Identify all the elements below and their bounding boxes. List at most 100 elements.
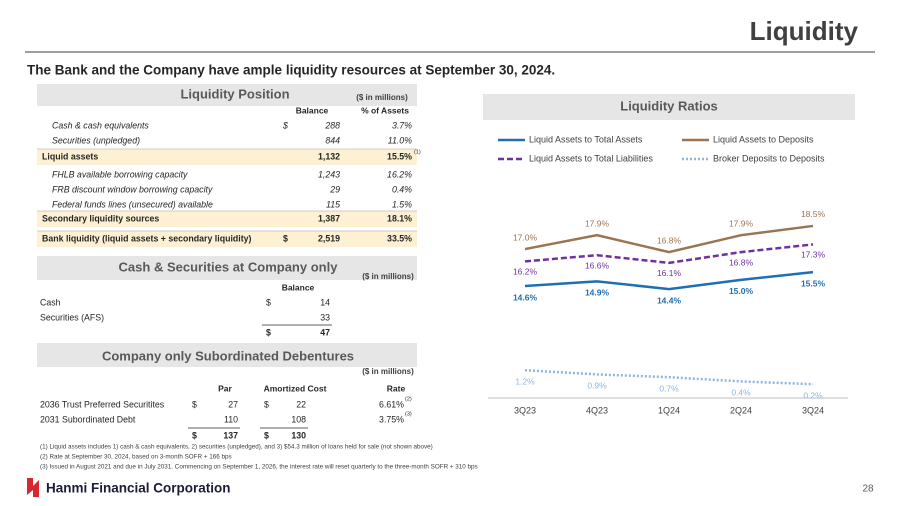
column-header: Rate [387,383,406,393]
unit-note: ($ in millions) [356,93,408,102]
data-label: 0.4% [731,388,751,398]
data-label: 16.8% [657,235,682,245]
x-tick-label: 3Q23 [514,405,536,415]
row-label: Secondary liquidity sources [42,213,159,223]
company-name: Hanmi Financial Corporation [46,481,231,496]
row-label: FHLB available borrowing capacity [52,169,188,179]
series-line [524,368,814,386]
table-title: Cash & Securities at Company only [119,259,339,274]
cell: 288 [324,120,340,130]
row-label: Securities (AFS) [40,312,104,322]
footnote-ref: (3) [405,411,412,417]
cell: 108 [291,414,306,424]
data-label: 17.0% [513,232,538,242]
column-header: Par [218,383,232,393]
cell: 14 [320,297,330,307]
header-band [37,343,417,367]
highlight-row [37,149,417,165]
legend-label: Liquid Assets to Deposits [713,134,814,144]
header-band [483,94,855,120]
data-label: 14.9% [585,288,610,298]
logo [27,478,39,497]
column-header: Amortized Cost [264,383,327,393]
data-label: 17.9% [585,218,610,228]
table-title: Company only Subordinated Debentures [102,348,354,363]
x-tick-label: 1Q24 [658,405,680,415]
x-tick-label: 3Q24 [802,405,824,415]
data-label: 17.9% [729,218,754,228]
currency: $ [264,430,269,440]
data-label: 15.5% [801,278,826,288]
cell: 18.1% [387,213,412,223]
row-label: 2031 Subordinated Debt [40,414,136,424]
legend-label: Liquid Assets to Total Assets [529,134,643,144]
data-label: 0.2% [803,390,823,400]
currency: $ [192,399,197,409]
currency: $ [283,233,288,243]
cell: 33 [320,312,330,322]
data-label: 16.8% [729,257,754,267]
cell: 6.61% [379,399,404,409]
data-label: 16.2% [513,267,538,277]
cell: 1.5% [392,199,412,209]
cell: 1,387 [318,213,340,223]
cell: 1,132 [318,151,340,161]
row-label: FRB discount window borrowing capacity [52,184,213,194]
header-band [37,256,417,280]
slide-title: Liquidity [750,16,859,46]
cell: 130 [291,430,306,440]
cell: 22 [296,399,306,409]
cell: 47 [320,327,330,337]
data-label: 14.4% [657,295,682,305]
cell: 0.4% [392,184,412,194]
highlight-row [37,231,417,247]
x-tick-label: 2Q24 [730,405,752,415]
column-header: Balance [296,105,329,115]
data-label: 16.6% [585,260,610,270]
cell: 1,243 [318,169,340,179]
legend-label: Broker Deposits to Deposits [713,153,825,163]
row-label: Bank liquidity (liquid assets + secondar… [42,233,252,243]
footnote: (3) Issued in August 2021 and due in Jul… [40,464,478,471]
footnote: (1) Liquid assets includes 1) cash & cas… [40,444,433,451]
x-tick-label: 4Q23 [586,405,608,415]
cell: 844 [325,135,340,145]
data-label: 0.7% [659,383,679,393]
cell: 3.7% [392,120,412,130]
table-title: Liquidity Position [180,86,289,101]
cell: 16.2% [387,169,412,179]
data-label: 16.1% [657,268,682,278]
row-label: Cash [40,297,61,307]
currency: $ [192,430,197,440]
page-number: 28 [862,484,874,495]
currency: $ [282,120,289,130]
currency: $ [264,399,269,409]
unit-note: ($ in millions) [362,272,414,281]
cell: 33.5% [387,233,412,243]
data-label: 14.6% [513,292,538,302]
footnote-ref: (2) [405,396,412,402]
highlight-row [37,211,417,227]
data-label: 17.3% [801,250,826,260]
data-label: 0.9% [587,381,607,391]
unit-note: ($ in millions) [362,367,414,376]
header-band [37,84,417,106]
chart-title: Liquidity Ratios [620,98,718,113]
series-line [524,243,814,265]
column-header: Balance [282,282,315,292]
cell: 3.75% [379,414,404,424]
subtitle: The Bank and the Company have ample liqu… [27,63,555,78]
row-label: Liquid assets [42,151,98,161]
currency: $ [266,327,271,337]
cell: 15.5% [387,151,412,161]
footnote-ref: (1) [414,149,421,155]
cell: 29 [329,184,340,194]
row-label: Cash & cash equivalents [52,120,149,130]
cell: 11.0% [388,135,412,145]
column-header: % of Assets [361,105,409,115]
cell: 27 [228,399,238,409]
footnote: (2) Rate at September 30, 2024, based on… [40,454,232,461]
legend-label: Liquid Assets to Total Liabilities [529,153,653,163]
data-label: 18.5% [801,209,826,219]
